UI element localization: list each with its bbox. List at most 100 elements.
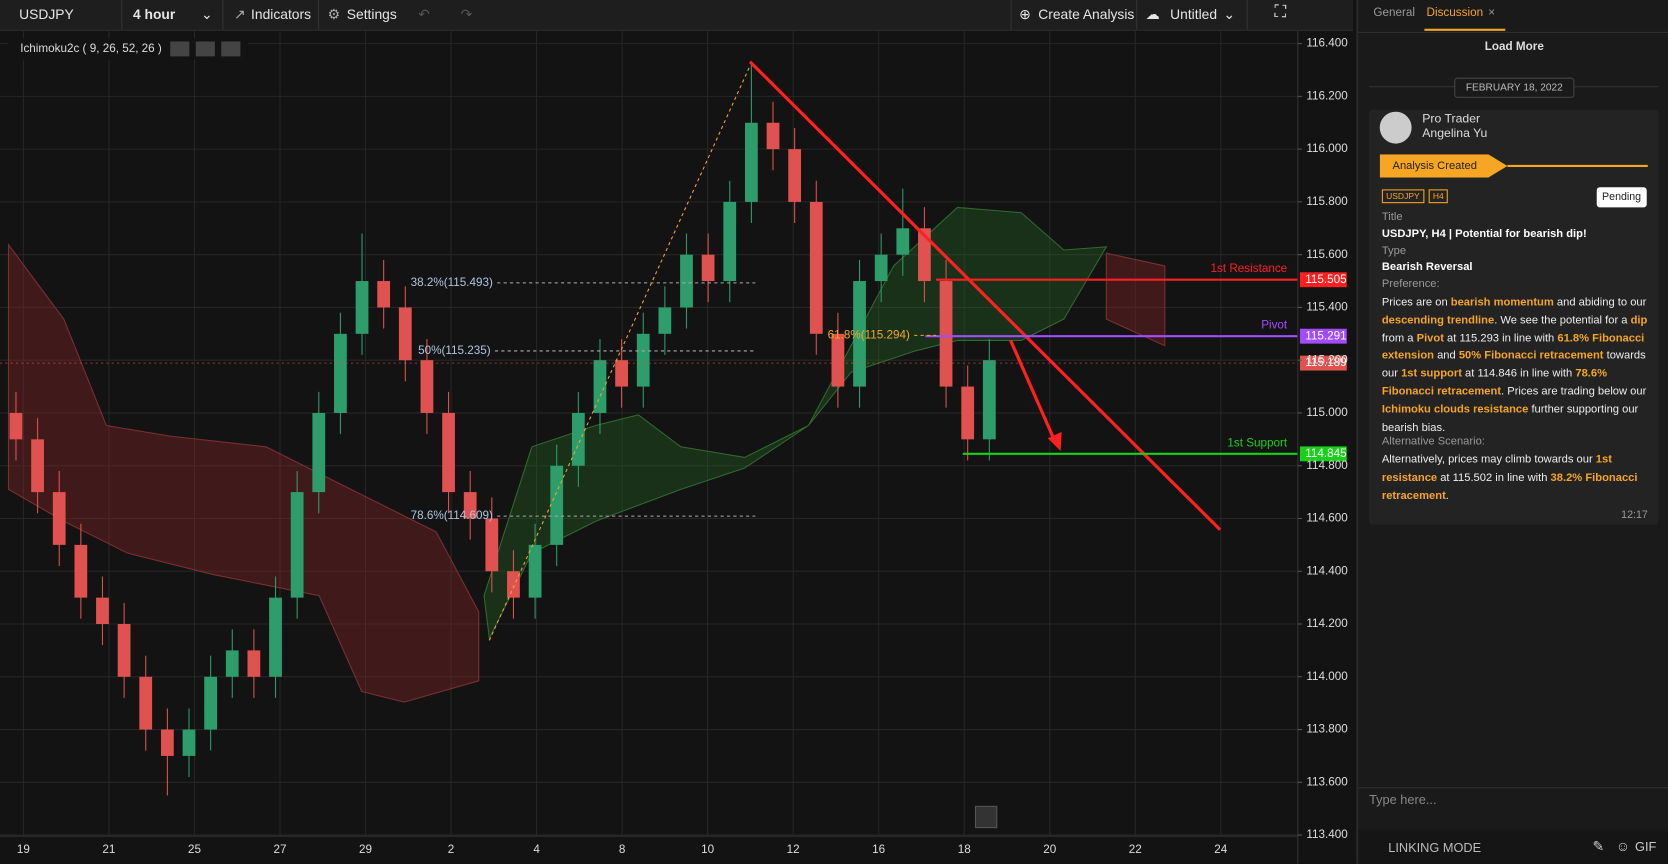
file-name[interactable]: Untitled [1170, 6, 1218, 23]
text: . [1445, 488, 1449, 502]
text: towards our [1381, 349, 1646, 380]
delete-button[interactable] [221, 41, 241, 57]
fib-tool-line[interactable] [488, 65, 751, 641]
level-price-label: 115.291 [1305, 329, 1346, 342]
candle-body [723, 201, 737, 282]
highlight-text: 38.2% Fibonacci retracement [1381, 471, 1638, 502]
text: and [1433, 349, 1459, 363]
symbol[interactable]: USDJPY [19, 6, 74, 23]
candle-body [680, 254, 693, 308]
candle-body [269, 597, 282, 677]
x-tick-label: 20 [1043, 843, 1057, 856]
indicators-button[interactable]: Indicators [251, 6, 312, 23]
load-more[interactable]: Load More [1484, 40, 1544, 54]
fullscreen[interactable]: ⛶ [1274, 3, 1287, 22]
create-icon: ⊕ [1019, 6, 1031, 23]
x-tick-label: 2 [448, 843, 455, 856]
text: . Prices are trading below our [1501, 385, 1647, 398]
candle-body [52, 492, 66, 545]
author-name: Angelina Yu [1422, 127, 1488, 141]
candle-body [247, 650, 261, 677]
y-tick-label: 116.200 [1306, 89, 1348, 102]
highlight-text: 61.8% Fibonacci extension [1381, 331, 1645, 363]
candle-body [377, 281, 391, 308]
candle-body [745, 122, 758, 202]
level-price-label: 114.845 [1305, 447, 1347, 460]
x-tick-label: 29 [359, 843, 372, 856]
arrow[interactable] [1009, 339, 1058, 446]
fib-label: 78.6%(114.609) [411, 509, 493, 522]
separator [121, 0, 123, 30]
text: at 115.293 in line with [1443, 331, 1558, 345]
candle-body [593, 360, 607, 413]
settings-button[interactable]: Settings [346, 6, 397, 23]
candle-body [398, 307, 412, 361]
candle-body [420, 360, 434, 413]
highlight-text: 78.6% Fibonacci retracement [1381, 367, 1608, 398]
x-tick-label: 8 [619, 843, 626, 856]
chevron[interactable]: ⌄ [201, 6, 213, 23]
undo[interactable]: ↶ [418, 6, 430, 23]
settings-icon: ⚙ [327, 6, 341, 23]
analysis-title: USDJPY, H4 | Potential for bearish dip! [1381, 227, 1587, 241]
settings-button[interactable] [195, 41, 215, 57]
candle-body [312, 412, 326, 493]
trendline[interactable] [748, 60, 1222, 531]
text: Alternatively, prices may climb towards … [1381, 453, 1596, 466]
attach-icon[interactable]: ✎ [1592, 838, 1605, 855]
preference-label: Preference: [1381, 277, 1440, 291]
tab-close[interactable]: × [1488, 6, 1496, 20]
y-tick-label: 114.800 [1306, 459, 1348, 472]
y-tick-label: 116.000 [1306, 142, 1348, 155]
candle-body [831, 333, 845, 387]
emoji-icon[interactable]: ☺ [1615, 838, 1631, 855]
create-analysis[interactable]: Create Analysis [1038, 6, 1135, 23]
chevron[interactable]: ⌄ [1223, 6, 1235, 23]
candle-body [853, 281, 866, 387]
level-name: 1st Resistance [1211, 262, 1288, 275]
gif-button[interactable]: GIF [1635, 839, 1657, 855]
eye-button[interactable] [170, 41, 190, 57]
text: at 114.846 in line with [1461, 367, 1576, 380]
y-tick-label: 114.600 [1306, 512, 1348, 525]
highlight-text: Ichimoku clouds resistance [1381, 402, 1529, 416]
candle-body [636, 333, 650, 387]
tab-general[interactable]: General [1373, 6, 1415, 20]
candle-body [939, 281, 953, 387]
tab-discussion[interactable]: Discussion [1426, 6, 1484, 20]
hint-button[interactable] [974, 805, 998, 829]
tag: H4 [1428, 189, 1449, 204]
candle-body [204, 676, 218, 730]
highlight-text: Pivot [1416, 331, 1444, 345]
text: at 115.502 in line with [1437, 471, 1551, 484]
ichimoku-cloud-bearish [1105, 252, 1166, 347]
footer [1358, 829, 1668, 864]
y-tick-label: 116.400 [1306, 37, 1348, 50]
candle-body [290, 492, 304, 598]
level-name: 1st Support [1227, 436, 1288, 449]
indicators-icon: ↗ [234, 6, 246, 23]
timeframe[interactable]: 4 hour [132, 6, 176, 23]
candle-body [334, 333, 347, 413]
candle-body [961, 386, 975, 440]
candle-body [788, 149, 802, 202]
candle-body [96, 597, 109, 625]
tab-underline [1424, 28, 1506, 31]
candle-body [874, 254, 888, 282]
fib-label: 50%(115.235) [418, 344, 491, 357]
event-line [1507, 164, 1648, 168]
level-price-box [1299, 446, 1347, 462]
highlight-text: 1st resistance [1381, 453, 1612, 484]
redo[interactable]: ↷ [460, 6, 473, 23]
level-name: Pivot [1261, 319, 1288, 332]
event-badge [1379, 154, 1508, 178]
y-tick-label: 114.400 [1306, 564, 1348, 577]
x-tick-label: 16 [872, 843, 885, 856]
highlight-text: 50% Fibonacci retracement [1458, 349, 1604, 363]
candle-body [528, 544, 542, 598]
candle-body [463, 492, 477, 519]
linking-mode[interactable]: LINKING MODE [1388, 840, 1482, 856]
message-input[interactable]: Type here... [1369, 792, 1437, 808]
x-tick-label: 12 [787, 843, 800, 856]
y-tick-label: 115.000 [1306, 406, 1348, 419]
